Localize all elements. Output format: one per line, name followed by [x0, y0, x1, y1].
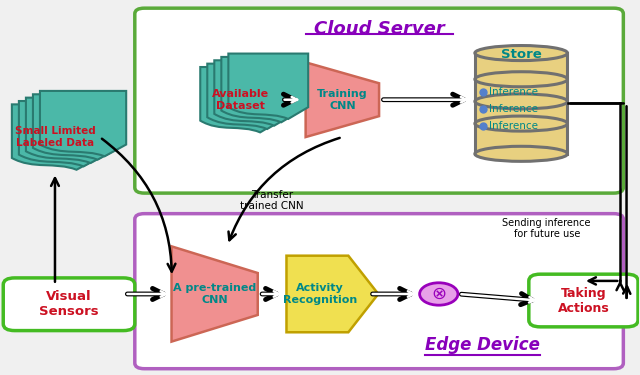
Text: ⊗: ⊗ — [431, 285, 446, 303]
PathPatch shape — [214, 60, 294, 126]
PathPatch shape — [12, 104, 98, 170]
Polygon shape — [172, 246, 258, 342]
Text: Store: Store — [500, 48, 541, 62]
PathPatch shape — [33, 94, 119, 160]
PathPatch shape — [40, 91, 126, 156]
Circle shape — [420, 283, 458, 305]
Text: Small Limited
Labeled Data: Small Limited Labeled Data — [15, 126, 95, 148]
Text: Activity
Recognition: Activity Recognition — [283, 283, 357, 305]
Ellipse shape — [475, 146, 568, 161]
Text: Training
CNN: Training CNN — [317, 89, 367, 111]
FancyBboxPatch shape — [529, 274, 638, 327]
Text: Inference: Inference — [489, 121, 538, 131]
PathPatch shape — [200, 67, 280, 132]
Text: Inference: Inference — [489, 104, 538, 114]
Text: Transfer
trained CNN: Transfer trained CNN — [240, 190, 304, 211]
PathPatch shape — [207, 64, 287, 129]
PathPatch shape — [228, 54, 308, 119]
Text: A pre-trained
CNN: A pre-trained CNN — [173, 283, 256, 305]
Text: Inference: Inference — [489, 87, 538, 97]
PathPatch shape — [19, 101, 105, 166]
PathPatch shape — [221, 57, 301, 122]
Text: Sending inference
for future use: Sending inference for future use — [502, 218, 591, 239]
Text: Visual
Sensors: Visual Sensors — [39, 290, 99, 318]
PathPatch shape — [26, 98, 112, 163]
Ellipse shape — [475, 45, 568, 61]
Polygon shape — [287, 256, 378, 332]
FancyBboxPatch shape — [3, 278, 135, 331]
FancyBboxPatch shape — [135, 8, 623, 193]
Polygon shape — [475, 53, 568, 154]
Text: Cloud Server: Cloud Server — [314, 21, 444, 39]
Text: Available
Dataset: Available Dataset — [212, 89, 269, 111]
Text: Taking
Actions: Taking Actions — [557, 286, 609, 315]
FancyBboxPatch shape — [135, 214, 623, 369]
Polygon shape — [306, 62, 379, 137]
Text: Edge Device: Edge Device — [425, 336, 540, 354]
